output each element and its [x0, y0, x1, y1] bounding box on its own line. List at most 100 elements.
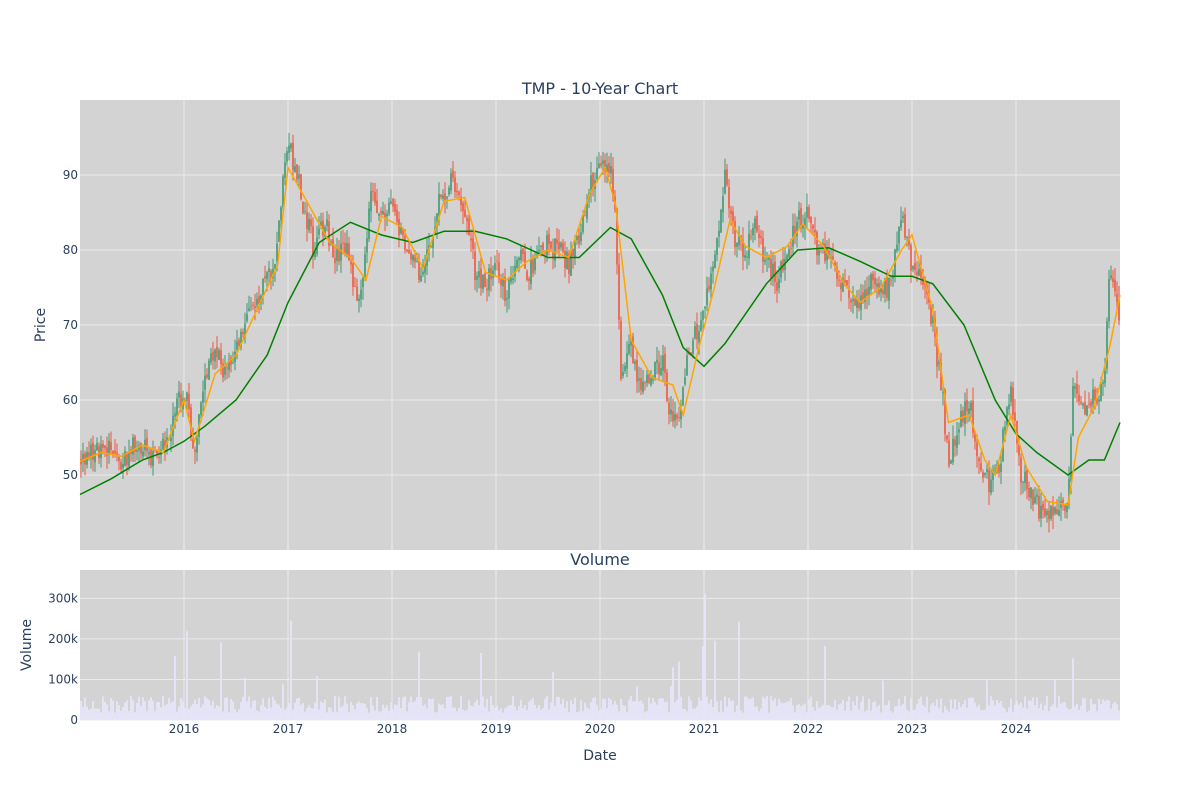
volume-bar	[840, 703, 842, 720]
volume-bar	[532, 697, 534, 720]
candle-body	[858, 301, 860, 308]
candle-body	[1012, 387, 1014, 416]
candle-body	[376, 200, 378, 213]
volume-bar	[400, 707, 402, 720]
candle-body	[452, 170, 454, 178]
volume-bar	[634, 701, 636, 720]
candle-body	[658, 362, 660, 375]
candle-body	[110, 442, 112, 450]
volume-bar	[260, 705, 262, 720]
candle-body	[502, 278, 504, 287]
volume-bar	[1052, 704, 1054, 720]
candle-body	[314, 252, 316, 258]
candle-body	[1078, 394, 1080, 402]
volume-bar	[828, 705, 830, 720]
candle-body	[628, 343, 630, 354]
volume-bar	[642, 703, 644, 720]
volume-bar	[1056, 707, 1058, 720]
volume-bar	[106, 704, 108, 720]
volume-bar	[654, 702, 656, 720]
volume-bar	[162, 695, 164, 720]
candle-body	[832, 256, 834, 260]
candle-body	[148, 452, 150, 455]
candle-body	[584, 215, 586, 217]
candle-body	[88, 452, 90, 459]
volume-bar	[576, 712, 578, 720]
volume-bar	[888, 700, 890, 720]
volume-bar	[210, 705, 212, 720]
volume-bar	[1006, 712, 1008, 720]
volume-bar	[540, 709, 542, 720]
candle-body	[450, 173, 452, 191]
volume-bar	[414, 701, 416, 720]
volume-bar	[1112, 703, 1114, 720]
volume-bar	[586, 707, 588, 720]
volume-bar	[448, 696, 450, 720]
volume-bar	[238, 709, 240, 720]
volume-bar	[560, 704, 562, 720]
candle-body	[1070, 436, 1072, 482]
candle-body	[488, 268, 490, 291]
volume-bar	[496, 705, 498, 720]
volume-bar	[248, 696, 250, 720]
volume-bar	[1018, 704, 1020, 720]
candle-body	[494, 263, 496, 271]
candle-body	[480, 268, 482, 289]
candle-body	[414, 256, 416, 263]
volume-bar	[556, 696, 558, 720]
candle-body	[862, 292, 864, 301]
candle-body	[1090, 401, 1092, 407]
volume-bar	[538, 705, 540, 720]
candle-body	[818, 250, 820, 256]
volume-bar	[336, 711, 338, 720]
volume-bar	[918, 698, 920, 720]
volume-bar	[218, 706, 220, 720]
volume-bar	[562, 698, 564, 720]
candle-body	[774, 261, 776, 282]
candle-body	[416, 261, 418, 263]
candle-body	[740, 235, 742, 238]
candle-body	[938, 361, 940, 365]
volume-bar	[578, 711, 580, 720]
candle-body	[1048, 510, 1050, 520]
volume-bar	[1096, 711, 1098, 720]
candle-body	[1032, 489, 1034, 505]
volume-bar	[736, 705, 738, 720]
volume-bar	[778, 698, 780, 720]
volume-bar	[308, 705, 310, 720]
candle-body	[904, 214, 906, 238]
volume-bar	[582, 711, 584, 720]
volume-bar	[170, 702, 172, 720]
volume-bar	[128, 711, 130, 720]
volume-bar	[658, 698, 660, 720]
volume-bar	[944, 706, 946, 720]
candle-body	[230, 357, 232, 365]
volume-bar	[206, 698, 208, 720]
candle-body	[948, 440, 950, 466]
volume-bar	[970, 697, 972, 720]
volume-bar	[112, 700, 114, 720]
candle-body	[836, 267, 838, 279]
volume-bar	[628, 699, 630, 720]
volume-bar	[326, 712, 328, 720]
volume-bar	[208, 699, 210, 720]
volume-bar	[94, 708, 96, 720]
candle-body	[340, 243, 342, 261]
volume-bar	[808, 699, 810, 720]
candle-body	[598, 163, 600, 169]
candle-body	[294, 165, 296, 173]
candle-body	[540, 245, 542, 248]
volume-bar	[376, 696, 378, 720]
candle-body	[312, 226, 314, 257]
date-tick-label: 2024	[1001, 722, 1032, 736]
volume-bar	[378, 711, 380, 720]
volume-bar	[892, 712, 894, 720]
candle-body	[356, 286, 358, 301]
volume-bar	[228, 712, 230, 720]
candle-body	[228, 359, 230, 371]
volume-bar	[1072, 658, 1074, 720]
candle-body	[236, 341, 238, 350]
volume-bar	[242, 696, 244, 720]
candle-body	[730, 210, 732, 215]
volume-bar	[360, 703, 362, 720]
